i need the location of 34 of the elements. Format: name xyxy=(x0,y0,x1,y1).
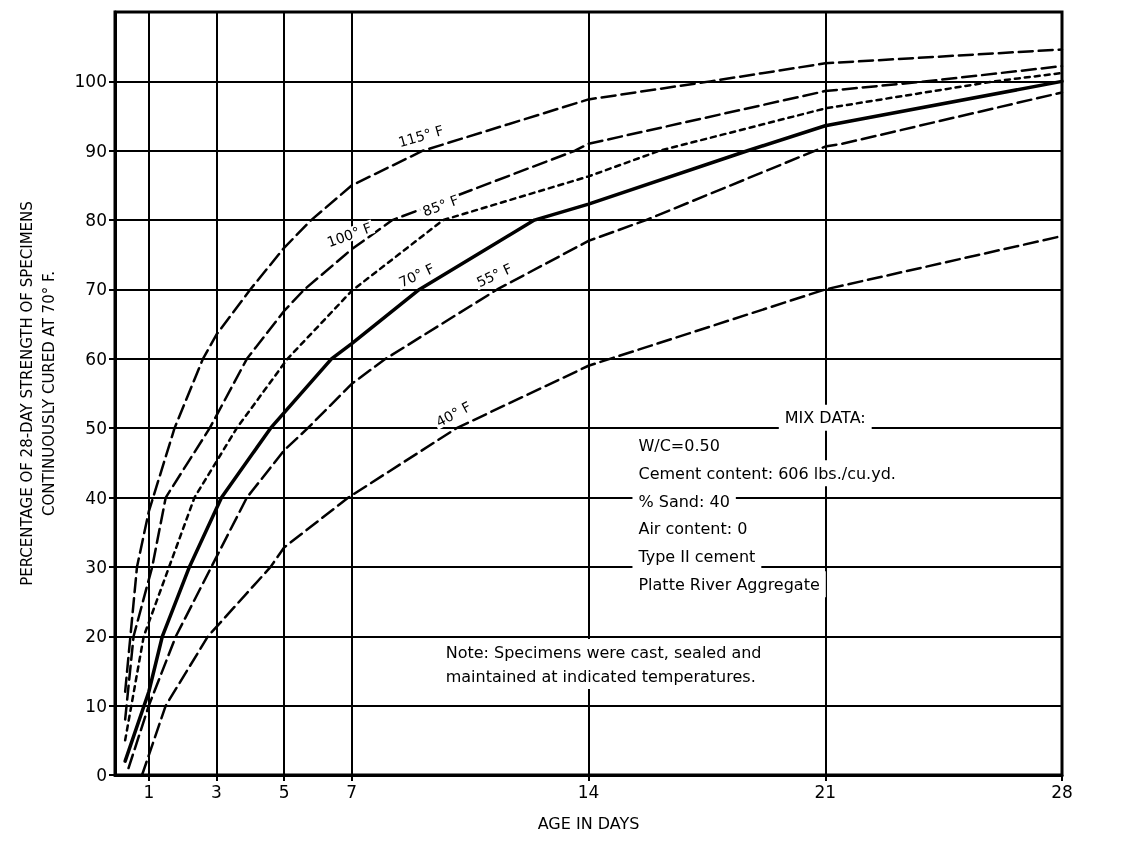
y-axis-title: PERCENTAGE OF 28-DAY STRENGTH OF SPECIMENS CONTINUOUSLY CURED AT 70° F. xyxy=(18,201,58,586)
y-tick-label: 0 xyxy=(96,765,107,785)
x-tick-label: 21 xyxy=(814,781,837,802)
text: 115° F xyxy=(396,121,446,151)
text: 100° F xyxy=(324,219,374,251)
annotation: Note: Specimens were cast, sealed and maintained at indicated temperatures. xyxy=(445,642,762,686)
y-tick-label: 90 xyxy=(85,140,107,161)
text: 85° F xyxy=(420,191,461,220)
annotation: Air content: 0 xyxy=(638,519,748,539)
text: 70° F xyxy=(396,259,437,291)
y-tick-label: 40 xyxy=(85,487,107,508)
annotation: Cement content: 606 lbs./cu.yd. xyxy=(638,463,896,483)
x-tick-label: 5 xyxy=(278,781,290,802)
y-tick-label: 60 xyxy=(85,348,107,369)
annotation: W/C=0.50 xyxy=(638,436,720,456)
y-tick-label: 80 xyxy=(85,210,107,231)
y-tick-label: 70 xyxy=(85,279,107,300)
y-tick-label: 30 xyxy=(85,556,107,577)
x-tick-label: 7 xyxy=(346,781,358,802)
annotation: Platte River Aggregate xyxy=(638,574,820,594)
text: 55° F xyxy=(473,259,515,291)
text: 40° F xyxy=(433,398,474,430)
x-tick-label: 14 xyxy=(577,781,600,802)
x-tick-label: 3 xyxy=(211,781,222,802)
y-tick-label: 20 xyxy=(85,626,107,647)
annotation: % Sand: 40 xyxy=(638,491,730,511)
x-tick-label: 28 xyxy=(1051,781,1073,802)
annotation: MIX DATA: xyxy=(784,408,866,428)
y-tick-label: 10 xyxy=(85,695,107,716)
y-tick-label: 50 xyxy=(85,418,107,439)
y-tick-label: 100 xyxy=(74,71,107,92)
x-tick-label: 1 xyxy=(143,781,155,802)
annotation: Type II cement xyxy=(637,547,756,566)
x-axis-title: AGE IN DAYS xyxy=(537,813,640,833)
